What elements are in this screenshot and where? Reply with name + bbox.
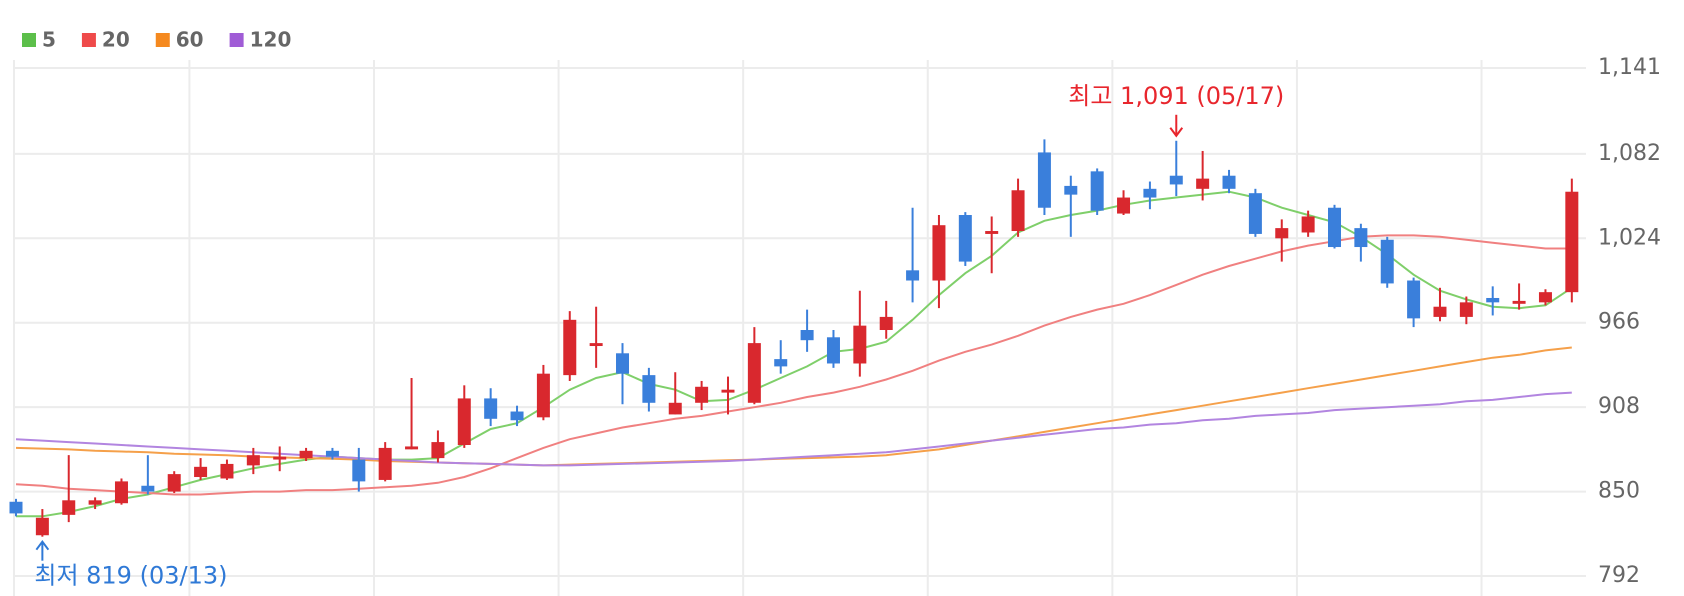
- candles: [9, 139, 1579, 537]
- legend: 5 20 60 120: [22, 28, 291, 52]
- candle-body: [1380, 239, 1394, 284]
- legend-swatch: [81, 33, 96, 47]
- candle-body: [378, 447, 392, 480]
- candle-body: [141, 485, 155, 492]
- candle-body: [1090, 171, 1104, 211]
- candle-body: [1064, 185, 1078, 195]
- candle-body: [563, 319, 577, 376]
- candle-body: [1275, 228, 1289, 239]
- candle-body: [1143, 188, 1157, 198]
- candle-body: [668, 402, 682, 415]
- candle-body: [1459, 302, 1473, 317]
- grid: 1,141 1,082 1,024 966 908 850 792: [13, 55, 1661, 596]
- ma-line: [16, 190, 1573, 518]
- candle-body: [985, 231, 999, 234]
- candle-body: [1512, 300, 1526, 304]
- candle-body: [88, 500, 102, 505]
- y-tick-label: 1,024: [1598, 225, 1661, 250]
- candle-body: [721, 389, 735, 393]
- legend-label: 20: [102, 28, 130, 52]
- candle-body: [352, 459, 366, 482]
- y-tick-label: 908: [1598, 394, 1640, 419]
- candle-body: [589, 343, 603, 347]
- candle-body: [431, 442, 445, 459]
- candle-body: [405, 446, 419, 450]
- candle-body: [1011, 190, 1025, 232]
- y-tick-label: 966: [1598, 310, 1640, 335]
- y-tick-label: 1,082: [1598, 141, 1661, 166]
- candle-body: [220, 463, 234, 479]
- y-tick-label: 1,141: [1598, 55, 1661, 80]
- candle-body: [35, 517, 49, 536]
- ma-line: [15, 234, 1572, 496]
- candle-body: [1117, 197, 1131, 214]
- ma-line: [15, 391, 1572, 467]
- candle-body: [1248, 193, 1262, 234]
- candle-body: [958, 215, 972, 262]
- annotation-text: 최저 819 (03/13): [34, 562, 227, 590]
- candle-body: [800, 330, 814, 341]
- candle-body: [1433, 306, 1447, 317]
- candle-body: [1196, 178, 1210, 189]
- candle-body: [747, 343, 761, 403]
- candle-body: [932, 225, 946, 281]
- y-tick-label: 792: [1598, 563, 1640, 588]
- legend-label: 60: [176, 28, 204, 52]
- candle-body: [1037, 152, 1051, 208]
- arrow-head: [1169, 127, 1184, 138]
- candle-body: [642, 375, 656, 403]
- candle-body: [62, 500, 76, 515]
- candle-body: [826, 337, 840, 364]
- annotations: 최고 1,091 (05/17) 최저 819 (03/13): [34, 82, 1284, 590]
- candle-body: [299, 450, 313, 459]
- candle-body: [273, 456, 287, 460]
- legend-label: 5: [42, 28, 56, 52]
- candle-body: [1486, 297, 1500, 303]
- y-tick-label: 850: [1598, 479, 1640, 504]
- legend-label: 120: [250, 28, 292, 52]
- candle-body: [194, 466, 208, 478]
- candle-body: [167, 474, 181, 492]
- legend-swatch: [229, 33, 244, 47]
- candle-body: [1565, 191, 1579, 293]
- candle-body: [879, 316, 893, 331]
- candle-body: [484, 398, 498, 419]
- candle-body: [695, 386, 709, 403]
- candle-body: [616, 353, 630, 374]
- candle-body: [1354, 228, 1368, 248]
- candle-body: [1328, 207, 1341, 248]
- annotation-text: 최고 1,091 (05/17): [1068, 82, 1284, 110]
- candle-body: [1538, 292, 1552, 303]
- candle-body: [774, 359, 788, 367]
- arrow-head: [35, 540, 50, 551]
- candle-body: [906, 270, 920, 281]
- candle-body: [853, 325, 867, 364]
- candle-body: [1407, 280, 1421, 319]
- candle-body: [114, 481, 128, 504]
- candle-body: [510, 411, 524, 421]
- candle-body: [246, 455, 260, 466]
- legend-swatch: [22, 33, 36, 47]
- candle-body: [457, 398, 471, 445]
- candle-body: [1222, 175, 1236, 189]
- candle-body: [325, 450, 339, 457]
- legend-swatch: [155, 33, 170, 47]
- candle-body: [1301, 216, 1315, 233]
- candle-body: [536, 373, 550, 418]
- candle-body: [1169, 175, 1183, 185]
- candle-body: [9, 501, 23, 514]
